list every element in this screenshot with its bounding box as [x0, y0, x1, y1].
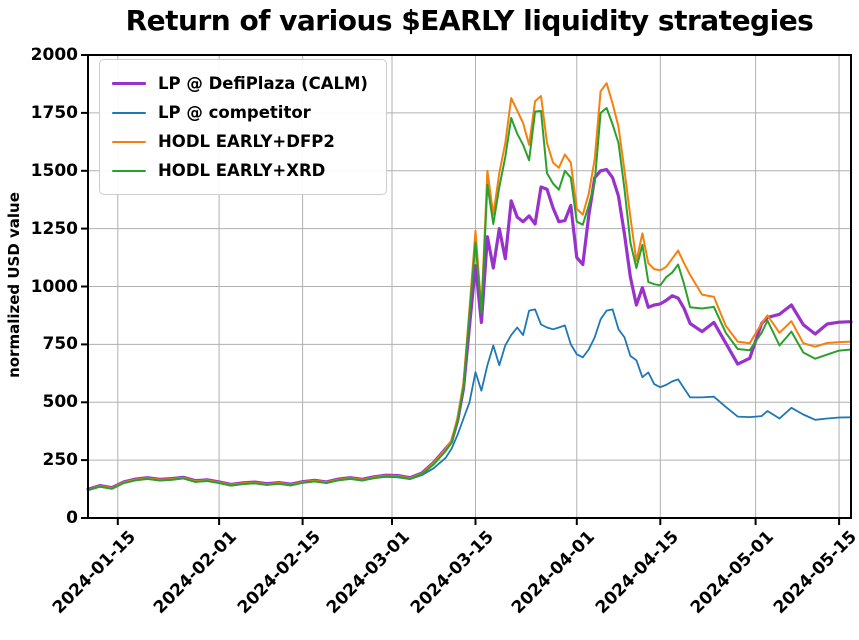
y-tick-label: 0	[66, 508, 78, 528]
legend-item-hodl-early-dfp2: HODL EARLY+DFP2	[112, 127, 368, 156]
legend-item-lp-defiplaza-calm: LP @ DefiPlaza (CALM)	[112, 69, 368, 98]
legend-label: LP @ DefiPlaza (CALM)	[158, 74, 368, 93]
legend-line-swatch	[112, 169, 146, 172]
y-tick-label: 1750	[30, 102, 78, 123]
legend-label: HODL EARLY+DFP2	[158, 132, 335, 151]
y-tick-label: 2000	[30, 45, 78, 65]
legend: LP @ DefiPlaza (CALM) LP @ competitor HODL…	[99, 59, 387, 195]
series-line-lp-defiplaza-calm	[86, 168, 853, 491]
legend-label: LP @ competitor	[158, 103, 311, 122]
legend-item-hodl-early-xrd: HODL EARLY+XRD	[112, 156, 368, 185]
y-tick-label: 1500	[30, 160, 78, 181]
series-line-hodl-early-xrd	[87, 107, 852, 491]
legend-label: HODL EARLY+XRD	[158, 161, 326, 180]
legend-line-swatch	[112, 140, 146, 143]
y-tick-label: 500	[42, 392, 79, 413]
legend-item-lp-competitor: LP @ competitor	[112, 98, 368, 127]
legend-line-swatch	[112, 82, 146, 85]
plot-border	[87, 54, 852, 519]
y-tick-label: 1000	[30, 276, 78, 297]
y-tick-label: 750	[42, 334, 79, 355]
y-tick-label: 250	[42, 450, 79, 471]
legend-line-swatch	[112, 111, 146, 114]
chart-title: Return of various $EARLY liquidity strat…	[125, 4, 814, 37]
y-tick-label: 1250	[30, 218, 78, 239]
